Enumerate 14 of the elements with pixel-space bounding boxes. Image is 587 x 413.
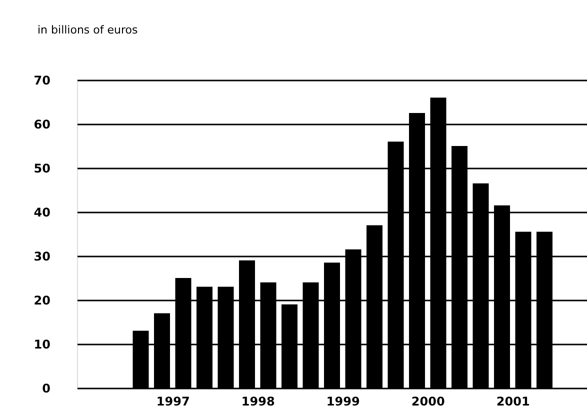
x-tick-label: 1998	[241, 394, 275, 408]
x-tick-label: 1997	[156, 394, 190, 408]
y-tick-label: 20	[34, 294, 50, 308]
y-tick-label: 30	[34, 250, 50, 264]
x-tick-label: 2000	[411, 394, 445, 408]
x-tick-label: 1999	[326, 394, 360, 408]
x-tick-label: 2001	[496, 394, 530, 408]
y-tick-label: 0	[42, 382, 50, 396]
y-tick-label: 60	[34, 118, 50, 132]
y-tick-label: 70	[34, 74, 50, 88]
y-tick-label: 10	[34, 338, 50, 352]
y-axis-title: in billions of euros	[38, 24, 138, 36]
y-tick-label: 50	[34, 162, 50, 176]
y-tick-label: 40	[34, 206, 50, 220]
